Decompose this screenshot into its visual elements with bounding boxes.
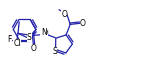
Text: O: O (61, 10, 67, 19)
Text: O: O (80, 19, 86, 28)
Text: Cl: Cl (13, 39, 21, 48)
Text: O: O (31, 44, 36, 53)
Text: F: F (8, 35, 12, 44)
Text: S: S (52, 47, 57, 56)
Text: S: S (27, 33, 32, 42)
Text: N: N (41, 28, 47, 37)
Text: H: H (43, 30, 48, 35)
